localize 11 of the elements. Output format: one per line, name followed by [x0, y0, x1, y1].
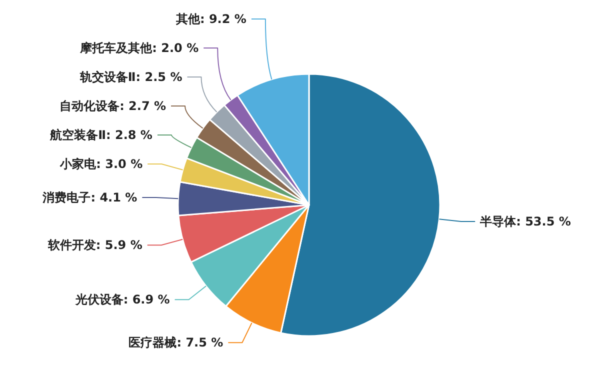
slice-label: 自动化设备: 2.7 % — [60, 98, 166, 113]
slice-label: 软件开发: 5.9 % — [46, 238, 142, 252]
slice-label: 其他: 9.2 % — [174, 12, 246, 26]
slice-label: 航空装备Ⅱ: 2.8 % — [49, 128, 152, 142]
slice-label: 消费电子: 4.1 % — [42, 190, 138, 205]
slice-label: 光伏设备: 6.9 % — [74, 292, 170, 307]
slice-label: 轨交设备Ⅱ: 2.5 % — [78, 70, 182, 84]
slice-label: 小家电: 3.0 % — [59, 156, 143, 171]
slice-label: 摩托车及其他: 2.0 % — [79, 40, 199, 55]
slice-label: 医疗器械: 7.5 % — [128, 336, 224, 350]
slice-label: 半导体: 53.5 % — [479, 214, 571, 229]
